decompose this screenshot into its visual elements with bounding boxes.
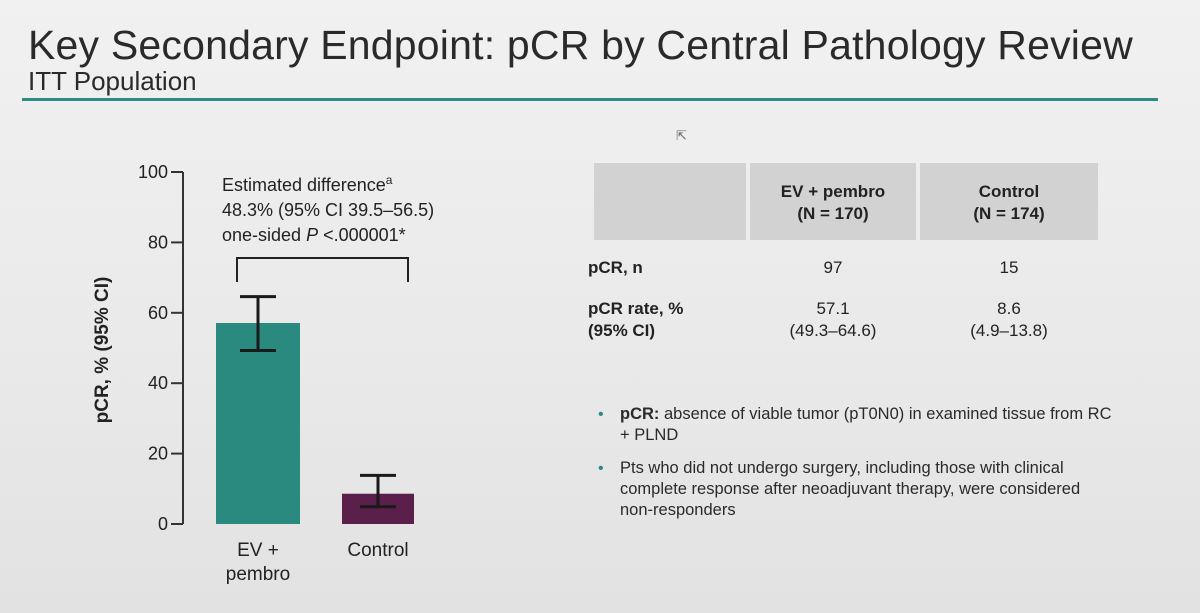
cell-ev-pcr-n: 97 xyxy=(823,258,843,277)
y-tick-label: 40 xyxy=(148,373,168,393)
note-text: Pts who did not undergo surgery, includi… xyxy=(620,459,1081,519)
table-header-control: Control (N = 174) xyxy=(920,163,1098,240)
note-text: absence of viable tumor (pT0N0) in exami… xyxy=(620,405,1112,444)
slide-title: Key Secondary Endpoint: pCR by Central P… xyxy=(28,22,1133,68)
cell-control-ci: (4.9–13.8) xyxy=(970,321,1048,340)
significance-bracket xyxy=(236,257,409,282)
y-tick-label: 100 xyxy=(138,162,168,182)
mouse-pointer-icon: ⇱ xyxy=(676,128,687,143)
y-tick-label: 0 xyxy=(158,514,168,534)
bar xyxy=(216,323,300,524)
header-ev-n: (N = 170) xyxy=(797,204,869,223)
y-tick-label: 80 xyxy=(148,232,168,252)
note-term: pCR: xyxy=(620,405,660,423)
row-label-pcr-rate: pCR rate, % xyxy=(588,299,684,318)
row-label-ci: (95% CI) xyxy=(588,321,656,340)
x-category-label: EV + xyxy=(237,540,279,561)
x-category-label: pembro xyxy=(226,564,290,585)
header-control-name: Control xyxy=(978,182,1040,201)
y-tick-label: 60 xyxy=(148,303,168,323)
table-header-ev-pembro: EV + pembro (N = 170) xyxy=(750,163,916,240)
annotation-p-value: one-sided P <.000001* xyxy=(222,225,406,245)
bullet-icon: • xyxy=(598,460,604,477)
slide-subtitle: ITT Population xyxy=(28,66,197,96)
row-label-pcr-n: pCR, n xyxy=(588,258,643,277)
header-ev-name: EV + pembro xyxy=(780,182,886,201)
cell-ev-pcr-rate: 57.1 xyxy=(816,299,850,318)
pcr-bar-chart: pCR, % (95% CI) 0 20 40 60 80 100 EV + pembro C… xyxy=(92,162,434,585)
cell-ev-ci: (49.3–64.6) xyxy=(789,321,877,340)
cell-control-pcr-n: 15 xyxy=(999,258,1019,277)
x-category-label: Control xyxy=(347,540,408,561)
note-item: • Pts who did not undergo surgery, inclu… xyxy=(596,458,1116,521)
bullet-icon: • xyxy=(598,406,604,423)
y-axis-title: pCR, % (95% CI) xyxy=(92,277,113,424)
header-control-n: (N = 174) xyxy=(973,204,1045,223)
results-table: EV + pembro (N = 170) Control (N = 174) … xyxy=(578,163,1098,358)
notes-list: • pCR: absence of viable tumor (pT0N0) i… xyxy=(596,404,1116,533)
note-item: • pCR: absence of viable tumor (pT0N0) i… xyxy=(596,404,1116,446)
annotation-difference-label: Estimated differencea xyxy=(222,173,393,195)
annotation-difference-value: 48.3% (95% CI 39.5–56.5) xyxy=(222,200,434,220)
y-tick-label: 20 xyxy=(148,444,168,464)
table-header-blank xyxy=(594,163,746,240)
title-divider xyxy=(22,98,1158,101)
cell-control-pcr-rate: 8.6 xyxy=(997,299,1021,318)
